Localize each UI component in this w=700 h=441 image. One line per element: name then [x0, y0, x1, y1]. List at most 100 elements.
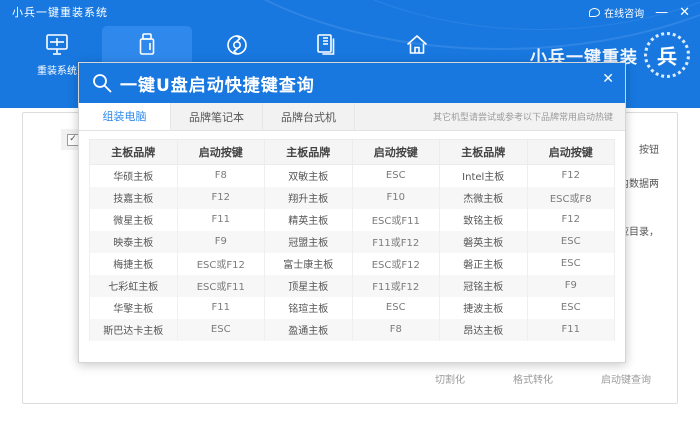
cell-board-brand: 富士康主板 [264, 252, 353, 275]
dialog-hint: 其它机型请尝试或参考以下品牌常用启动热键 [432, 113, 613, 123]
window-controls: 在线咨询 — ✕ [589, 5, 690, 20]
cell-board-brand: 技嘉主板 [89, 186, 178, 209]
background-text-2: 盘内数据两 [609, 179, 659, 190]
tab-assembled-pc[interactable]: 组装电脑 [79, 103, 171, 130]
background-link-split[interactable]: 切割化 [435, 375, 465, 386]
cell-board-brand: 映泰主板 [89, 230, 178, 253]
cell-boot-key: F11或F12 [351, 230, 440, 253]
table-header-row: 主板品牌 启动按键 主板品牌 启动按键 主板品牌 启动按键 [89, 139, 615, 165]
table-row: 华硕主板 F8 双敏主板 ESC Intel主板 F12 [89, 164, 615, 187]
cell-boot-key: ESC [176, 318, 265, 341]
th-brand-2: 主板品牌 [264, 139, 353, 165]
nav-item-reinstall-system[interactable]: 重装系统 [12, 26, 102, 80]
hotkey-table-head: 主板品牌 启动按键 主板品牌 启动按键 主板品牌 启动按键 [89, 139, 615, 165]
search-icon [91, 72, 113, 94]
dialog-close-icon[interactable]: ✕ [602, 71, 614, 87]
cell-board-brand: 致铭主板 [439, 208, 528, 231]
dialog-title-bar: 一键U盘启动快捷键查询 ✕ [79, 63, 625, 103]
table-row: 梅捷主板 ESC或F12 富士康主板 ESC或F12 磐正主板 ESC [89, 252, 615, 275]
cell-boot-key: ESC或F8 [526, 186, 615, 209]
brand-seal-ring [644, 32, 690, 78]
th-brand-3: 主板品牌 [439, 139, 528, 165]
th-key-1: 启动按键 [176, 139, 265, 165]
background-link-bootkey[interactable]: 启动键查询 [601, 375, 651, 386]
background-bottom-links: 切割化 格式转化 启动键查询 [23, 371, 679, 386]
th-brand-1: 主板品牌 [89, 139, 178, 165]
cell-board-brand: 铭瑄主板 [264, 296, 353, 319]
cell-boot-key: F10 [351, 186, 440, 209]
cell-boot-key: ESC [526, 230, 615, 253]
backup-restore-icon [224, 31, 250, 59]
hotkey-table-wrap: 主板品牌 启动按键 主板品牌 启动按键 主板品牌 启动按键 华硕主板 F8 双敏主板… [79, 131, 625, 351]
usb-drive-icon [134, 31, 160, 59]
minimize-button[interactable]: — [655, 4, 669, 20]
cell-boot-key: ESC [351, 296, 440, 319]
chat-bubble-icon [589, 7, 601, 17]
nav-item-copy-files[interactable] [282, 26, 372, 80]
cell-board-brand: 七彩虹主板 [89, 274, 178, 297]
tab-brand-laptop[interactable]: 品牌笔记本 [171, 103, 263, 130]
cell-boot-key: F8 [351, 318, 440, 341]
cell-board-brand: 斯巴达卡主板 [89, 318, 178, 341]
cell-boot-key: F11 [176, 208, 265, 231]
background-text-3: 对应目录， [609, 227, 659, 238]
table-row: 七彩虹主板 ESC或F11 顶星主板 F11或F12 冠铭主板 F9 [89, 274, 615, 297]
dialog-title: 一键U盘启动快捷键查询 [120, 75, 315, 96]
dialog-tabs: 组装电脑 品牌笔记本 品牌台式机 其它机型请尝试或参考以下品牌常用启动热键 [79, 103, 625, 131]
cell-board-brand: 华硕主板 [89, 164, 178, 187]
cell-board-brand: 梅捷主板 [89, 252, 178, 275]
home-icon [404, 31, 430, 59]
cell-board-brand: 磐英主板 [439, 230, 528, 253]
nav-item-home[interactable] [372, 26, 462, 80]
cell-boot-key: ESC或F12 [351, 252, 440, 275]
monitor-grid-icon [44, 31, 70, 59]
cell-boot-key: F9 [526, 274, 615, 297]
cell-board-brand: 微星主板 [89, 208, 178, 231]
cell-boot-key: ESC或F11 [351, 208, 440, 231]
cell-boot-key: F11 [526, 318, 615, 341]
cell-boot-key: ESC或F11 [176, 274, 265, 297]
cell-boot-key: ESC [351, 164, 440, 187]
dialog-footer [79, 350, 625, 359]
cell-board-brand: 翔升主板 [264, 186, 353, 209]
background-text-1: 按钮 [639, 145, 659, 156]
cell-board-brand: 华擎主板 [89, 296, 178, 319]
hotkey-table: 主板品牌 启动按键 主板品牌 启动按键 主板品牌 启动按键 华硕主板 F8 双敏主板… [89, 139, 615, 341]
cell-boot-key: F12 [526, 164, 615, 187]
th-key-3: 启动按键 [526, 139, 615, 165]
cell-boot-key: F12 [176, 186, 265, 209]
cell-boot-key: F12 [526, 208, 615, 231]
cell-boot-key: F8 [176, 164, 265, 187]
nav-item-backup-restore[interactable] [192, 26, 282, 80]
nav-label-reinstall-system: 重装系统 [37, 66, 77, 77]
app-title: 小兵一键重装系统 [12, 6, 108, 19]
online-consult-button[interactable]: 在线咨询 [589, 5, 644, 20]
cell-boot-key: F9 [176, 230, 265, 253]
table-row: 微星主板 F11 精英主板 ESC或F11 致铭主板 F12 [89, 208, 615, 231]
cell-board-brand: 杰微主板 [439, 186, 528, 209]
cell-boot-key: F11或F12 [351, 274, 440, 297]
boot-key-query-dialog: 一键U盘启动快捷键查询 ✕ 组装电脑 品牌笔记本 品牌台式机 其它机型请尝试或参… [78, 62, 626, 363]
title-bar: 小兵一键重装系统 在线咨询 — ✕ [0, 0, 700, 24]
cell-board-brand: 精英主板 [264, 208, 353, 231]
th-key-2: 启动按键 [351, 139, 440, 165]
cell-board-brand: 盈通主板 [264, 318, 353, 341]
cell-boot-key: ESC或F12 [176, 252, 265, 275]
cell-boot-key: F11 [176, 296, 265, 319]
cell-boot-key: ESC [526, 252, 615, 275]
background-link-format[interactable]: 格式转化 [513, 375, 553, 386]
hotkey-table-body: 华硕主板 F8 双敏主板 ESC Intel主板 F12 技嘉主板 F12 翔升主板 F10 杰微主… [89, 164, 615, 341]
cell-board-brand: 冠盟主板 [264, 230, 353, 253]
brand-seal-mark: 兵 [657, 44, 677, 69]
cell-board-brand: 磐正主板 [439, 252, 528, 275]
table-row: 华擎主板 F11 铭瑄主板 ESC 捷波主板 ESC [89, 296, 615, 319]
cell-boot-key: ESC [526, 296, 615, 319]
close-button[interactable]: ✕ [679, 4, 690, 20]
table-row: 斯巴达卡主板 ESC 盈通主板 F8 昂达主板 F11 [89, 318, 615, 341]
tab-brand-desktop[interactable]: 品牌台式机 [263, 103, 355, 130]
cell-board-brand: 昂达主板 [439, 318, 528, 341]
cell-board-brand: 冠铭主板 [439, 274, 528, 297]
table-row: 技嘉主板 F12 翔升主板 F10 杰微主板 ESC或F8 [89, 186, 615, 209]
brand-seal-icon: 兵 [644, 32, 690, 78]
